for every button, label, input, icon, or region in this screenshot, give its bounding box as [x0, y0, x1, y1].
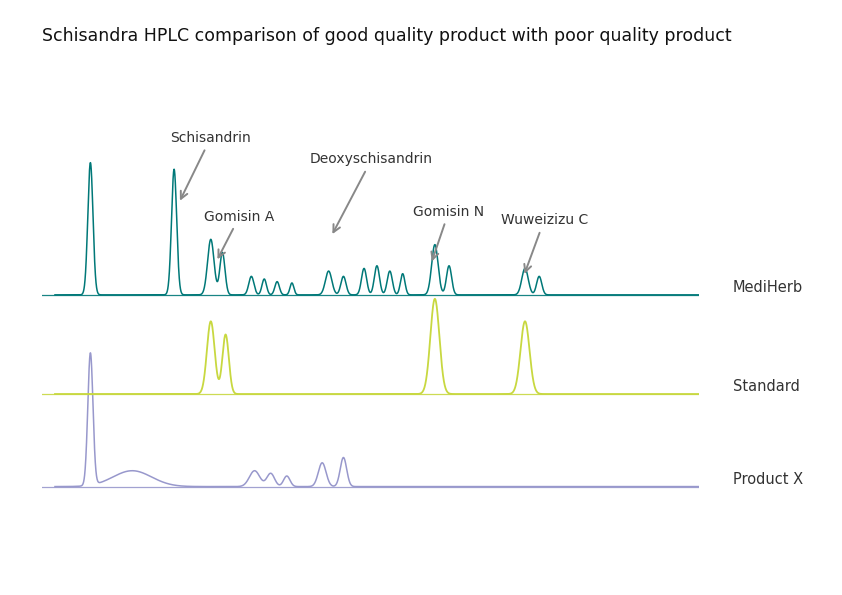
Text: Gomisin A: Gomisin A [205, 209, 274, 258]
Text: Deoxyschisandrin: Deoxyschisandrin [310, 152, 433, 232]
Text: MediHerb: MediHerb [733, 280, 802, 295]
Text: Schisandra HPLC comparison of good quality product with poor quality product: Schisandra HPLC comparison of good quali… [42, 27, 732, 45]
Text: Product X: Product X [733, 472, 802, 487]
Text: Gomisin N: Gomisin N [413, 205, 484, 259]
Text: Schisandrin: Schisandrin [170, 131, 251, 199]
Text: Wuweizizu C: Wuweizizu C [500, 214, 588, 272]
Text: Standard: Standard [733, 380, 799, 394]
